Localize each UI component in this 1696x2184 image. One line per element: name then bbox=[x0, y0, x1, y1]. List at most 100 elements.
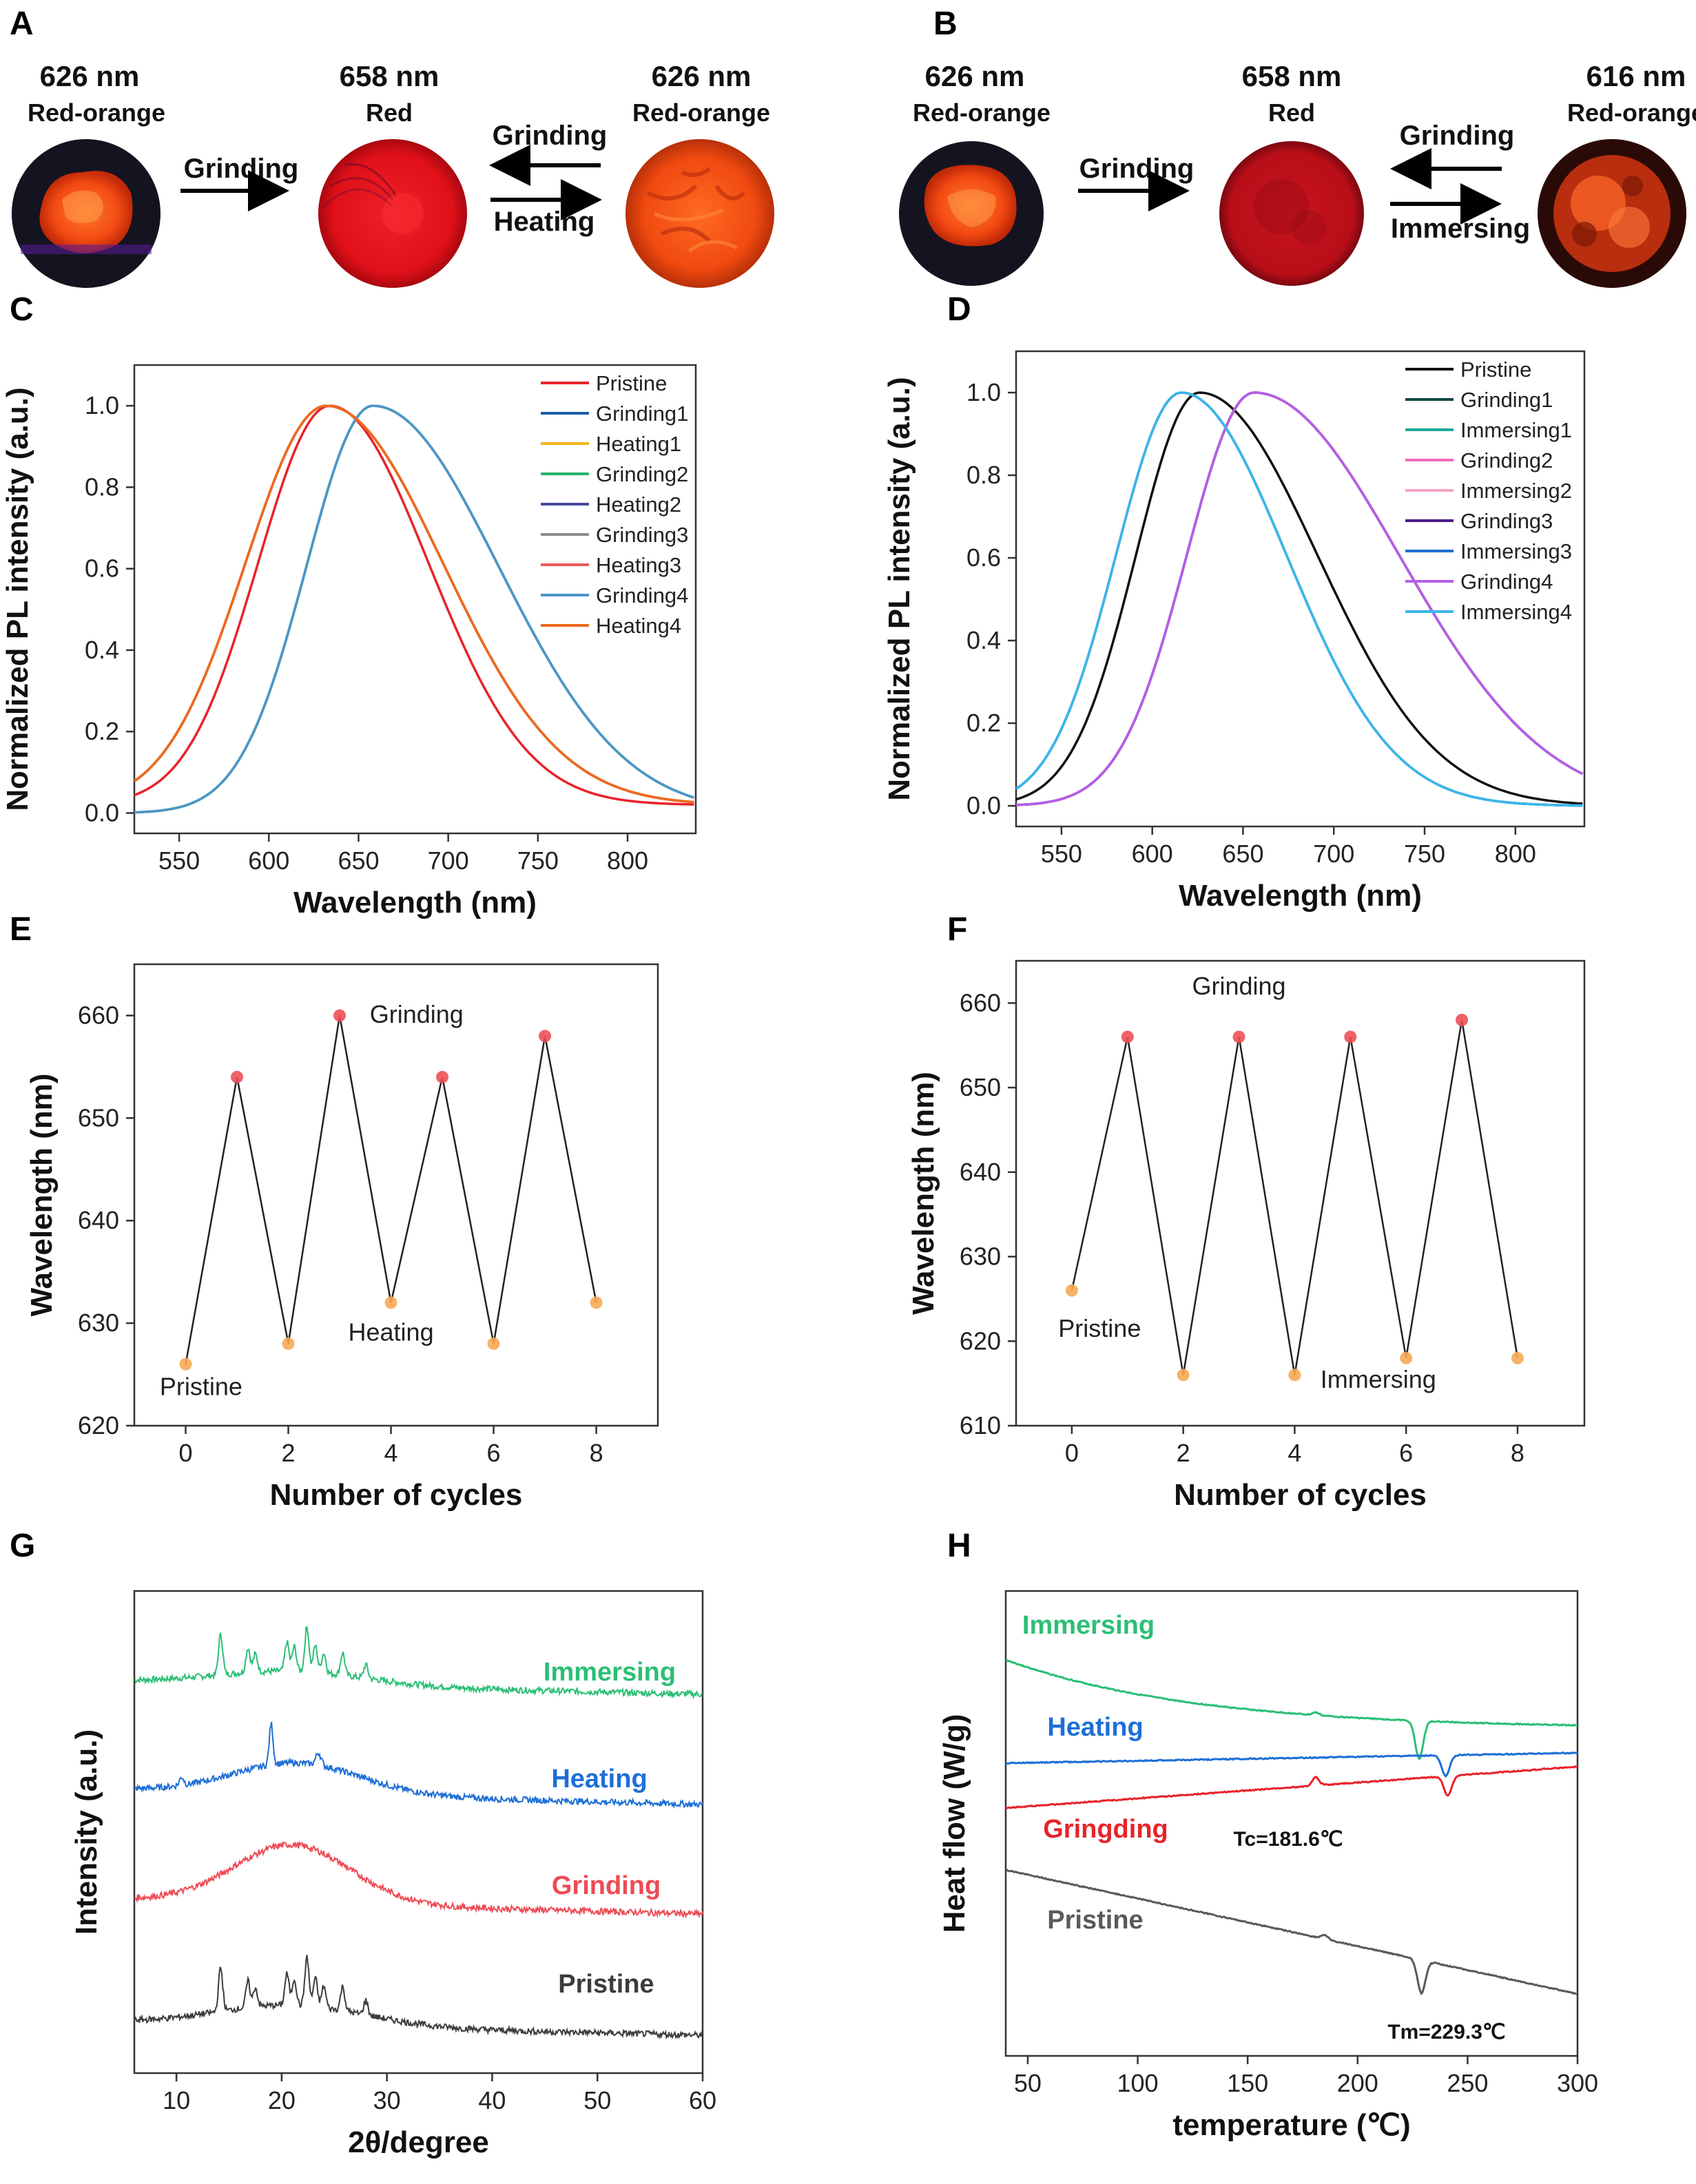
annotation-label: Heating bbox=[349, 1318, 434, 1346]
plot-frame bbox=[1015, 350, 1586, 828]
cycle-point bbox=[1177, 1369, 1190, 1382]
xrd-trace-label: Pristine bbox=[558, 1970, 654, 1999]
cycle-point bbox=[1400, 1351, 1413, 1364]
chart-c-pl-spectra: 550 600 650 700 750 800 0.0 0.2 0.4 0.6 0.8 1.0 Wave… bbox=[1, 364, 697, 919]
series-line-pristine bbox=[134, 404, 694, 806]
legend-label: Heating1 bbox=[596, 432, 681, 456]
tc-annotation: Tc=181.6℃ bbox=[1233, 1828, 1343, 1851]
xrd-trace-label: Grinding bbox=[552, 1871, 661, 1900]
chart-g-xrd: 10 20 30 40 50 60 2θ/degree Intensity (a.u.) Imm… bbox=[70, 1590, 716, 2159]
legend-label: Immersing1 bbox=[1460, 418, 1572, 442]
y-axis-label: Wavelength (nm) bbox=[25, 1074, 59, 1317]
cycle-point bbox=[1065, 1284, 1078, 1297]
sample-photo-b1 bbox=[899, 141, 1044, 286]
x-tick-label: 60 bbox=[689, 2086, 716, 2114]
legend-label: Pristine bbox=[596, 371, 667, 395]
x-tick-label: 0 bbox=[1065, 1439, 1079, 1467]
annotation-label: Pristine bbox=[1058, 1314, 1141, 1342]
sample-photo-a2 bbox=[318, 139, 467, 288]
panel-a: A 626 nm Red-orange 658 nm Red 626 nm Re… bbox=[10, 6, 774, 288]
cycle-point bbox=[1344, 1030, 1357, 1043]
legend-label: Immersing2 bbox=[1460, 479, 1572, 503]
y-tick-label: 0.0 bbox=[966, 791, 1001, 820]
xrd-trace-pristine bbox=[134, 1955, 703, 2040]
xrd-trace-heating bbox=[134, 1721, 703, 1809]
panel-label-h: H bbox=[947, 1528, 971, 1564]
panel-b-arrow1-label: Grinding bbox=[1079, 154, 1195, 184]
dsc-trace-label: Immersing bbox=[1022, 1611, 1155, 1640]
sample-photo-a1 bbox=[12, 139, 161, 288]
y-tick-label: 0.8 bbox=[966, 461, 1001, 489]
x-tick-label: 800 bbox=[607, 846, 648, 875]
cycle-point bbox=[282, 1337, 295, 1350]
y-tick-label: 0.2 bbox=[85, 717, 119, 745]
y-tick-label: 0.4 bbox=[85, 636, 119, 664]
panel-b-state1-color: Red-orange bbox=[913, 98, 1051, 127]
y-tick-label: 630 bbox=[78, 1309, 119, 1337]
legend-label: Grinding3 bbox=[1460, 509, 1553, 533]
panel-a-arrow2-label: Grinding bbox=[493, 121, 608, 151]
x-tick-label: 100 bbox=[1117, 2069, 1158, 2097]
x-tick-label: 0 bbox=[178, 1439, 192, 1467]
cycle-point bbox=[1232, 1030, 1245, 1043]
dsc-trace-label: Heating bbox=[1047, 1713, 1143, 1742]
panel-a-state1-color: Red-orange bbox=[28, 98, 165, 127]
series-line-grinding4 bbox=[1015, 391, 1584, 807]
panel-b-arrow2-label: Grinding bbox=[1400, 121, 1515, 151]
legend-label: Heating2 bbox=[596, 492, 681, 517]
plot-frame bbox=[133, 364, 697, 835]
dsc-trace-heating bbox=[1005, 1751, 1578, 1778]
x-tick-label: 40 bbox=[478, 2086, 506, 2114]
tm-annotation: Tm=229.3℃ bbox=[1387, 2021, 1505, 2043]
legend-label: Grinding1 bbox=[1460, 388, 1553, 412]
x-tick-label: 250 bbox=[1447, 2069, 1488, 2097]
series-line-immersing4 bbox=[1015, 391, 1583, 807]
panel-label-f: F bbox=[947, 911, 967, 948]
series-line-grinding4 bbox=[134, 404, 694, 814]
x-tick-label: 30 bbox=[373, 2086, 401, 2114]
x-tick-label: 4 bbox=[1287, 1439, 1301, 1467]
x-tick-label: 50 bbox=[583, 2086, 611, 2114]
x-tick-label: 700 bbox=[1313, 840, 1354, 868]
xrd-trace-immersing bbox=[134, 1625, 703, 1700]
cycle-point bbox=[436, 1070, 449, 1083]
panel-b-state3-color: Red-orange bbox=[1567, 98, 1696, 127]
panel-b-arrow3-label: Immersing bbox=[1391, 214, 1530, 244]
y-tick-label: 650 bbox=[78, 1103, 119, 1132]
x-tick-label: 200 bbox=[1337, 2069, 1378, 2097]
series-line-pristine bbox=[1015, 391, 1583, 805]
y-axis-label: Wavelength (nm) bbox=[907, 1072, 940, 1315]
panel-a-state3-color: Red-orange bbox=[632, 98, 770, 127]
x-tick-label: 8 bbox=[1511, 1439, 1524, 1467]
panel-b-state3-nm: 616 nm bbox=[1586, 60, 1686, 92]
panel-label-a: A bbox=[10, 6, 34, 42]
x-tick-label: 650 bbox=[1222, 840, 1263, 868]
x-tick-label: 8 bbox=[590, 1439, 603, 1467]
panel-label-d: D bbox=[947, 291, 971, 328]
x-tick-label: 750 bbox=[517, 846, 559, 875]
cycle-line bbox=[185, 1015, 597, 1364]
x-tick-label: 50 bbox=[1014, 2069, 1042, 2097]
panel-a-state1-nm: 626 nm bbox=[40, 60, 140, 92]
sample-photo-b3 bbox=[1538, 139, 1686, 288]
y-tick-label: 660 bbox=[960, 988, 1001, 1017]
x-tick-label: 300 bbox=[1557, 2069, 1598, 2097]
y-tick-label: 0.2 bbox=[966, 709, 1001, 737]
legend-label: Immersing3 bbox=[1460, 539, 1572, 563]
sample-photo-b2 bbox=[1219, 141, 1364, 286]
cycle-point bbox=[179, 1358, 192, 1371]
annotation-label: Immersing bbox=[1321, 1365, 1436, 1393]
y-tick-label: 1.0 bbox=[85, 391, 119, 419]
x-axis-label: Wavelength (nm) bbox=[293, 886, 537, 919]
cycle-point bbox=[333, 1009, 347, 1022]
panel-a-arrow1-label: Grinding bbox=[184, 154, 299, 184]
x-tick-label: 2 bbox=[282, 1439, 296, 1467]
y-tick-label: 620 bbox=[960, 1327, 1001, 1355]
x-tick-label: 6 bbox=[1399, 1439, 1413, 1467]
plot-frame bbox=[1004, 1590, 1579, 2057]
dsc-trace-label: Pristine bbox=[1047, 1906, 1143, 1935]
x-tick-label: 550 bbox=[158, 846, 200, 875]
y-tick-label: 630 bbox=[960, 1242, 1001, 1271]
annotation-label: Grinding bbox=[1192, 972, 1285, 1000]
